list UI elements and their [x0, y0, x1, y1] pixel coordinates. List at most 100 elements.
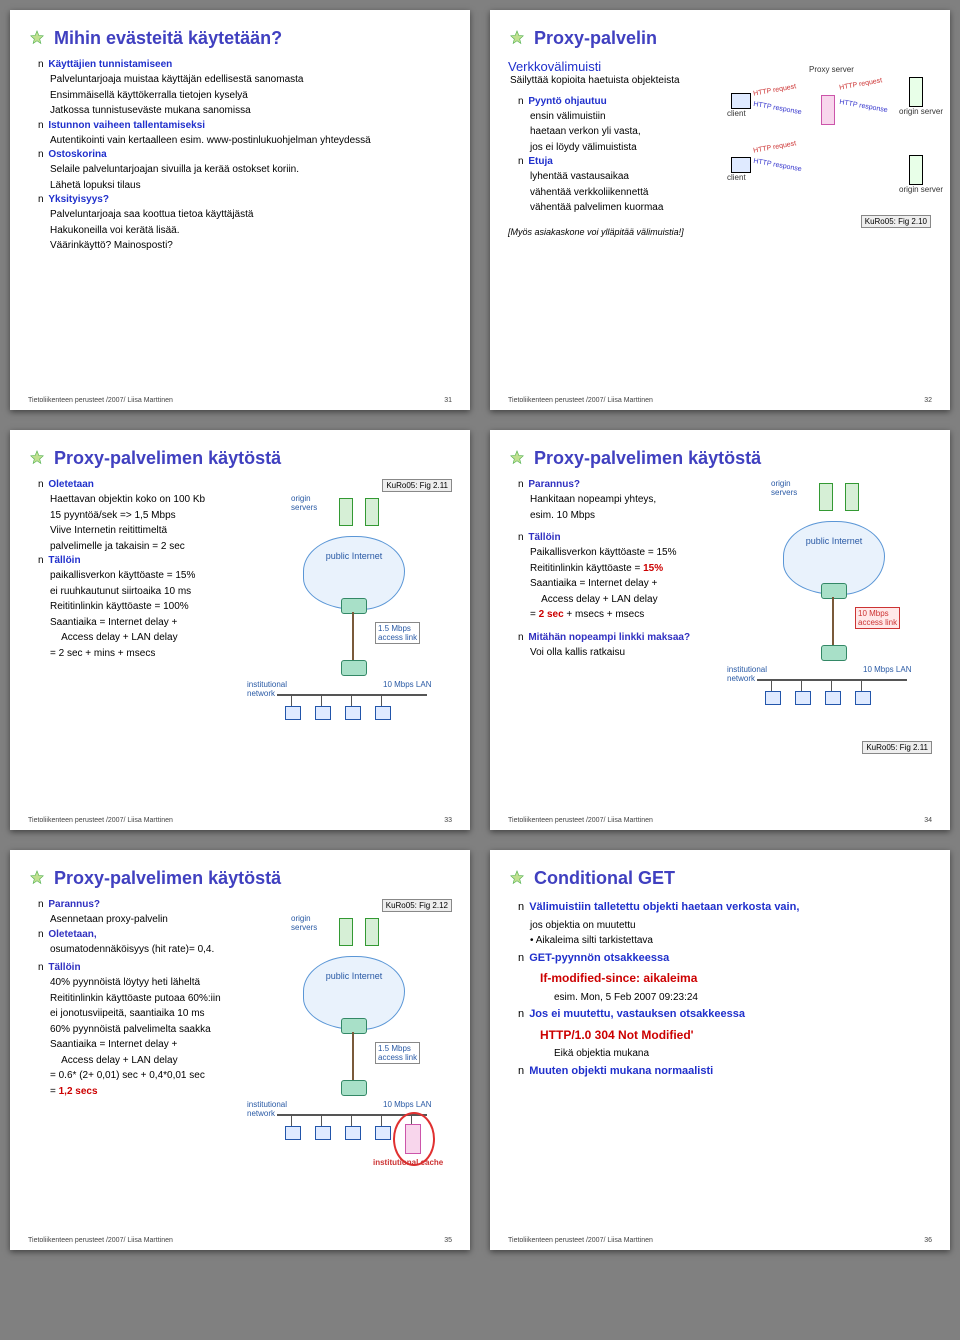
bullet-line: Access delay + LAN delay — [530, 593, 719, 607]
http-request-label: HTTP request — [753, 83, 797, 97]
network-diagram: origin serverspublic Internet10 Mbpsacce… — [727, 479, 932, 739]
http-request-label: HTTP request — [753, 140, 797, 154]
slide-footer: Tietoliikenteen perusteet /2007/ Liisa M… — [28, 817, 452, 824]
slide-35: Proxy-palvelimen käytöstä n Parannus?Ase… — [10, 850, 470, 1250]
slide-34: Proxy-palvelimen käytöstä n Parannus?Han… — [490, 430, 950, 830]
star-icon — [28, 450, 46, 468]
footnote: [Myös asiakaskone voi ylläpitää välimuis… — [508, 227, 723, 237]
slide-footer: Tietoliikenteen perusteet /2007/ Liisa M… — [28, 397, 452, 404]
slide-32: Proxy-palvelin Verkkovälimuisti Säilyttä… — [490, 10, 950, 410]
bullet-line: ei jonotusviipeitä, saantiaika 10 ms — [50, 1007, 239, 1021]
slide-title: Proxy-palvelimen käytöstä — [508, 448, 932, 469]
title-text: Mihin evästeitä käytetään? — [54, 28, 282, 49]
bullet-line: Reititinlinkin käyttöaste = 15% — [530, 562, 719, 576]
bullet-line: 60% pyynnöistä palvelimelta saakka — [50, 1023, 239, 1037]
slide-footer: Tietoliikenteen perusteet /2007/ Liisa M… — [508, 397, 932, 404]
bullet-line: Väärinkäyttö? Mainosposti? — [50, 239, 452, 253]
bullet-heading: n Välimuistiin talletettu objekti haetaa… — [518, 899, 932, 916]
http-response-label: HTTP response — [839, 99, 888, 114]
proxy-diagram: client client Proxy server origin server… — [731, 59, 931, 209]
bullet-heading: n Istunnon vaiheen tallentamiseksi — [38, 120, 452, 131]
footer-left: Tietoliikenteen perusteet /2007/ Liisa M… — [28, 397, 173, 404]
http-response-label: HTTP response — [753, 101, 802, 116]
bullet-heading: n Tällöin — [38, 962, 239, 973]
bullet-line: esim. Mon, 5 Feb 2007 09:23:24 — [554, 991, 932, 1005]
slide-body: n Parannus?Asennetaan proxy-palvelinn Ol… — [28, 899, 452, 1174]
bullet-line: ei ruuhkautunut siirtoaika 10 ms — [50, 585, 239, 599]
bullet-line: Lähetä lopuksi tilaus — [50, 179, 452, 193]
network-diagram: origin serverspublic Internet1.5 Mbpsacc… — [247, 494, 452, 754]
slide-body: n Välimuistiin talletettu objekti haetaa… — [508, 899, 932, 1079]
slide-title: Proxy-palvelimen käytöstä — [28, 448, 452, 469]
client-label: client — [727, 173, 746, 182]
footer-num: 35 — [444, 1237, 452, 1244]
slide-36: Conditional GET n Välimuistiin talletett… — [490, 850, 950, 1250]
star-icon — [508, 450, 526, 468]
bullet-line: = 0.6* (2+ 0,01) sec + 0,4*0,01 sec — [50, 1069, 239, 1083]
slide-title: Proxy-palvelin — [508, 28, 932, 49]
bullet-line: Saantiaika = Internet delay + — [530, 577, 719, 591]
bullet-line: Selaile palveluntarjoajan sivuilla ja ke… — [50, 163, 452, 177]
bullet-line: osumatodennäköisyys (hit rate)= 0,4. — [50, 943, 239, 957]
bullet-line: ensin välimuistiin — [530, 110, 723, 124]
title-text: Proxy-palvelimen käytöstä — [54, 448, 281, 469]
star-icon — [28, 30, 46, 48]
slide-footer: Tietoliikenteen perusteet /2007/ Liisa M… — [508, 817, 932, 824]
footer-num: 34 — [924, 817, 932, 824]
slide-row-3: Proxy-palvelimen käytöstä n Parannus?Ase… — [0, 840, 960, 1260]
slide-row-2: Proxy-palvelimen käytöstä n OletetaanHae… — [0, 420, 960, 840]
bullet-line: haetaan verkon yli vasta, — [530, 125, 723, 139]
bullet-line: Jatkossa tunnistuseväste mukana sanomiss… — [50, 104, 452, 118]
bullet-line: Asennetaan proxy-palvelin — [50, 913, 239, 927]
bullet-heading: n Parannus? — [518, 479, 719, 490]
bullet-line: = 2 sec + mins + msecs — [50, 647, 239, 661]
bullet-line: lyhentää vastausaikaa — [530, 170, 723, 184]
http-request-label: HTTP request — [839, 77, 883, 91]
bullet-line: jos objektia on muutettu — [530, 919, 932, 933]
bullet-line: 15 pyyntöä/sek => 1,5 Mbps — [50, 509, 239, 523]
client-label: client — [727, 109, 746, 118]
bullet-heading: n Ostoskorina — [38, 149, 452, 160]
http-response-label: HTTP response — [753, 158, 802, 173]
bullet-line: palvelimelle ja takaisin = 2 sec — [50, 540, 239, 554]
bullet-heading: n Oletetaan, — [38, 929, 239, 940]
footer-left: Tietoliikenteen perusteet /2007/ Liisa M… — [508, 1237, 653, 1244]
footer-num: 31 — [444, 397, 452, 404]
origin-label: origin server — [899, 185, 933, 194]
bullet-line: Reititinlinkin käyttöaste = 100% — [50, 600, 239, 614]
bullet-heading: n Jos ei muutettu, vastauksen otsakkeess… — [518, 1006, 932, 1023]
slide-deck-page: Mihin evästeitä käytetään? n Käyttäjien … — [0, 0, 960, 1260]
bullet-line: = 2 sec + msecs + msecs — [530, 608, 719, 622]
bullet-heading: n Oletetaan — [38, 479, 239, 490]
sub-sub: Säilyttää kopioita haetuista objekteista — [510, 74, 723, 88]
footer-num: 32 — [924, 397, 932, 404]
slide-body: n Parannus?Hankitaan nopeampi yhteys,esi… — [508, 479, 932, 754]
bullet-heading: HTTP/1.0 304 Not Modified' — [540, 1026, 932, 1045]
slide-row-1: Mihin evästeitä käytetään? n Käyttäjien … — [0, 0, 960, 420]
bullet-line: Access delay + LAN delay — [50, 631, 239, 645]
figure-ref: KuRo05: Fig 2.11 — [382, 479, 452, 492]
bullet-heading: n Tällöin — [518, 532, 719, 543]
bullet-heading: n Muuten objekti mukana normaalisti — [518, 1063, 932, 1080]
bullet-heading: n GET-pyynnön otsakkeessa — [518, 950, 932, 967]
title-text: Conditional GET — [534, 868, 675, 889]
origin-label: origin server — [899, 107, 933, 116]
footer-left: Tietoliikenteen perusteet /2007/ Liisa M… — [28, 1237, 173, 1244]
footer-left: Tietoliikenteen perusteet /2007/ Liisa M… — [508, 397, 653, 404]
slide-31: Mihin evästeitä käytetään? n Käyttäjien … — [10, 10, 470, 410]
bullet-line: esim. 10 Mbps — [530, 509, 719, 523]
bullet-line: Access delay + LAN delay — [50, 1054, 239, 1068]
slide-title: Conditional GET — [508, 868, 932, 889]
bullet-line: Viive Internetin reitittimeltä — [50, 524, 239, 538]
bullet-line: Voi olla kallis ratkaisu — [530, 646, 719, 660]
subheading: Verkkovälimuisti — [508, 59, 723, 74]
star-icon — [28, 870, 46, 888]
bullet-line: paikallisverkon käyttöaste = 15% — [50, 569, 239, 583]
title-text: Proxy-palvelimen käytöstä — [54, 868, 281, 889]
slide-body: Verkkovälimuisti Säilyttää kopioita haet… — [508, 59, 932, 237]
bullet-line: Saantiaika = Internet delay + — [50, 616, 239, 630]
bullet-line: Saantiaika = Internet delay + — [50, 1038, 239, 1052]
bullet-line: = 1,2 secs — [50, 1085, 239, 1099]
bullet-line: Ensimmäisellä käyttökerralla tietojen ky… — [50, 89, 452, 103]
figure-ref: KuRo05: Fig 2.12 — [382, 899, 452, 912]
